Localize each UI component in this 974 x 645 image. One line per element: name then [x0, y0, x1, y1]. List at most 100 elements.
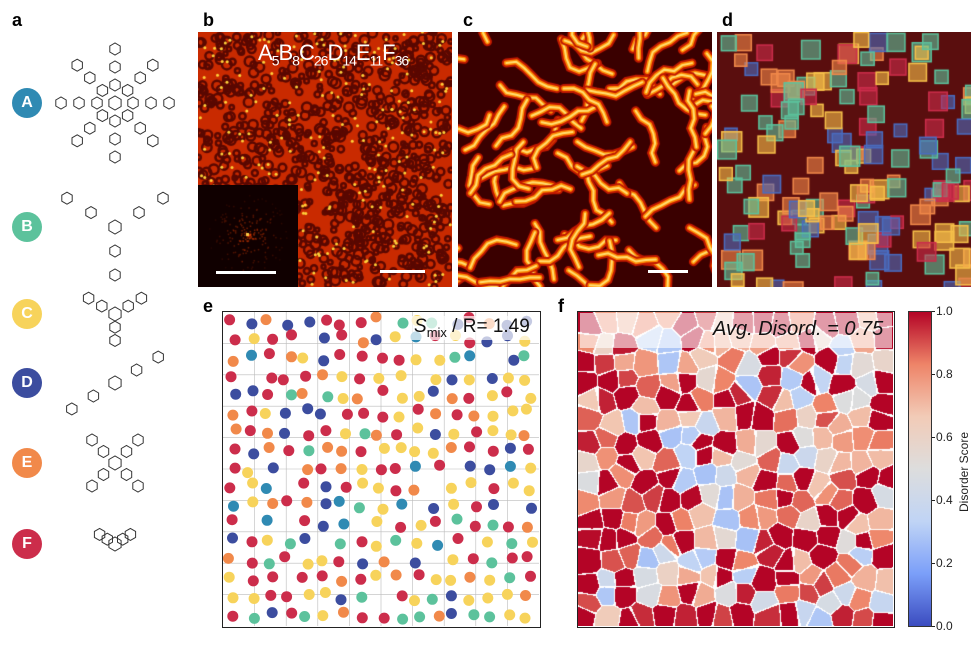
molecule-point	[283, 445, 295, 457]
molecule-point	[316, 570, 328, 582]
scale-bar	[216, 271, 276, 274]
molecule-point	[520, 590, 531, 601]
molecule-point	[302, 403, 314, 415]
molecule-point	[445, 608, 457, 619]
molecule-point	[487, 519, 499, 531]
molecule-point	[248, 448, 260, 460]
molecule-point	[296, 571, 308, 583]
molecule-point	[227, 532, 238, 544]
molecule-point	[299, 611, 311, 622]
molecule-point	[433, 610, 445, 622]
formula-element: B	[278, 40, 293, 65]
molecule-point	[260, 314, 272, 326]
molecule-point	[333, 495, 345, 507]
molecule-point	[378, 442, 390, 454]
molecule-point	[393, 354, 405, 366]
colorbar-label: Disorder Score	[957, 431, 971, 512]
molecule-point	[463, 374, 475, 386]
molecule-point	[518, 430, 530, 442]
molecule-point	[501, 386, 513, 398]
molecule-point	[452, 533, 464, 544]
molecule-point	[262, 389, 274, 400]
molecule-point	[464, 460, 476, 472]
molecule-point	[322, 391, 334, 403]
molecule-point	[393, 411, 405, 423]
formula-count: 36	[394, 52, 410, 69]
molecule-point	[357, 558, 369, 570]
molecule-point	[484, 611, 496, 623]
molecule-point	[373, 372, 385, 384]
molecule-point	[451, 513, 463, 525]
compound-badge-c: C	[12, 299, 42, 329]
molecule-point	[411, 537, 423, 549]
molecule-point	[357, 337, 369, 349]
formula-count: 8	[292, 52, 300, 69]
molecule-point	[338, 518, 350, 530]
molecule-point	[430, 374, 442, 386]
mixing-entropy-annotation: Smix / R= 1.49	[410, 316, 534, 340]
molecule-point	[370, 569, 382, 581]
molecule-point	[502, 521, 514, 533]
molecule-point	[230, 423, 242, 435]
molecule-point	[378, 556, 390, 568]
molecule-point	[523, 485, 535, 497]
colorbar-tick: 1.0	[932, 304, 953, 318]
molecule-point	[486, 390, 498, 402]
molecule-point	[225, 371, 237, 383]
molecule-point	[333, 556, 345, 568]
molecule-point	[298, 477, 310, 489]
panel-label-f: f	[558, 296, 564, 316]
molecule-point	[341, 408, 353, 420]
molecule-point	[284, 538, 296, 550]
molecule-point	[446, 374, 458, 386]
molecule-point	[315, 463, 327, 475]
molecule-point	[486, 373, 498, 384]
molecule-point	[356, 350, 368, 362]
colorbar	[908, 311, 932, 627]
molecule-point	[263, 558, 275, 570]
molecule-point	[335, 463, 347, 475]
compound-badge-f: F	[12, 529, 42, 559]
molecule-point	[434, 459, 446, 471]
molecule-point	[504, 460, 516, 472]
annotation-backdrop	[580, 313, 892, 348]
molecule-structure-e	[86, 433, 144, 493]
molecule-point	[378, 612, 390, 624]
colorbar-tick: 0.8	[932, 367, 953, 381]
molecule-point	[228, 500, 239, 512]
molecule-point	[445, 482, 457, 494]
molecule-point	[488, 483, 500, 495]
molecule-point	[222, 552, 234, 564]
voronoi-disorder-map	[577, 311, 895, 628]
molecule-point	[316, 555, 328, 567]
colorbar-tick: 0.2	[932, 556, 953, 570]
molecule-point	[413, 569, 425, 581]
molecule-point	[412, 403, 424, 415]
molecule-point	[277, 374, 289, 386]
molecule-point	[372, 482, 384, 494]
molecule-point	[395, 442, 407, 454]
molecule-point	[281, 495, 293, 507]
molecule-point	[469, 520, 481, 532]
molecule-point	[412, 422, 424, 434]
scale-bar	[648, 270, 688, 273]
molecule-structure-a	[55, 42, 175, 164]
molecule-point	[303, 589, 315, 600]
molecule-point	[265, 589, 277, 601]
scale-bar	[380, 270, 425, 273]
molecule-point	[467, 553, 479, 565]
molecule-point	[484, 574, 496, 586]
entropy-symbol: S	[414, 316, 427, 337]
molecule-point	[519, 612, 531, 624]
molecule-point	[463, 392, 475, 404]
molecule-point	[340, 481, 352, 493]
panel-label-b: b	[203, 10, 214, 30]
panel-label-c: c	[463, 10, 474, 30]
formula-count: 14	[342, 52, 357, 69]
molecule-point	[336, 445, 348, 457]
molecule-point	[320, 481, 332, 493]
colorbar-tick: 0.4	[932, 493, 953, 507]
molecule-point	[299, 515, 311, 527]
molecule-point	[353, 502, 365, 514]
